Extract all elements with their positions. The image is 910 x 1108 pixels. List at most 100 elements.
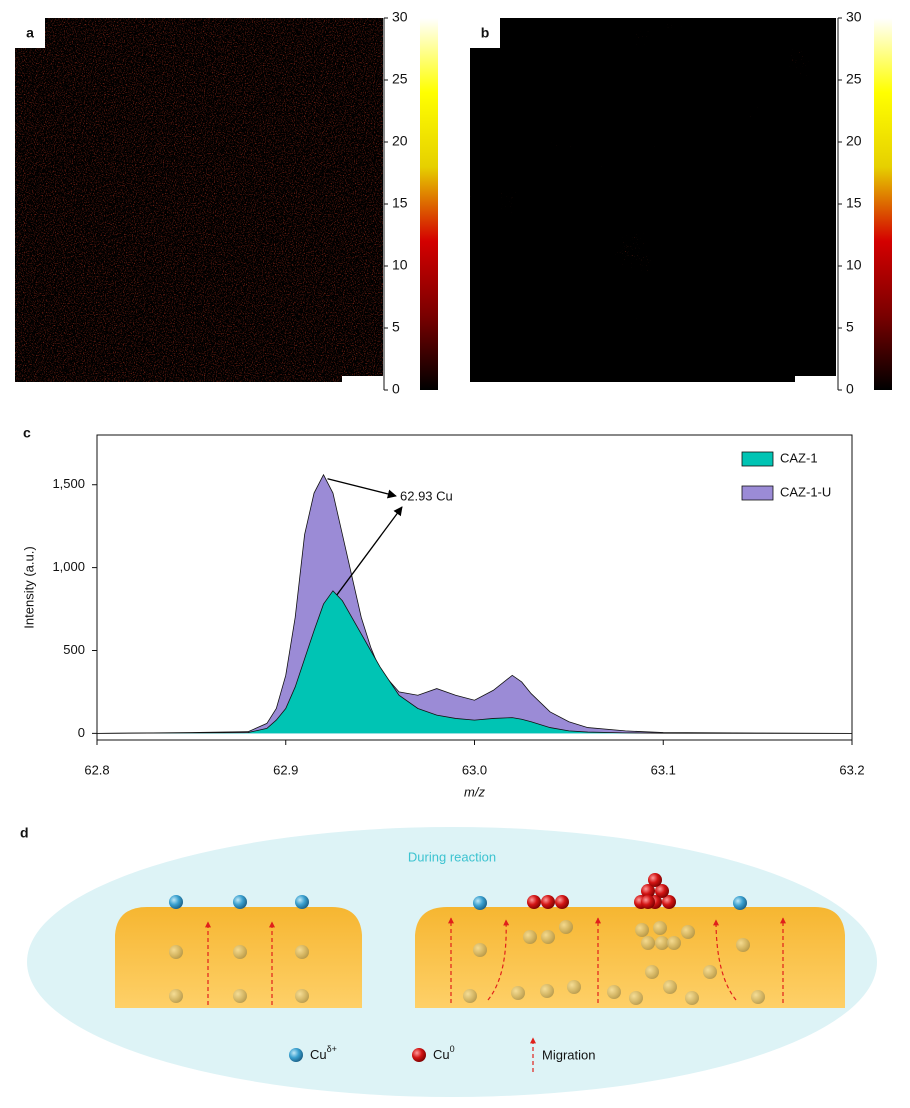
embedded-atom [629,991,643,1005]
colorbar-tick-label: 20 [392,133,408,149]
embedded-atom [635,923,649,937]
area-outline [96,473,853,734]
x-axis-label: m/z [464,784,485,799]
embedded-atom [169,989,183,1003]
colorbar [420,18,438,390]
cu-delta-atom [473,896,487,910]
y-axis-label: Intensity (a.u.) [21,546,36,628]
legend-sup: 0 [450,1044,455,1054]
colorbar-tick-label: 30 [392,9,408,25]
embedded-atom [641,936,655,950]
legend-text: Cu [310,1047,327,1062]
embedded-atom [685,991,699,1005]
colorbar-tick-label: 30 [846,9,862,25]
diagram: d During reaction Cuδ+ Cu0 Migration [20,825,877,1097]
colorbar [874,18,892,390]
embedded-atom [567,980,581,994]
embedded-atom [169,945,183,959]
y-tick-label: 0 [78,725,85,740]
legend-label: Cuδ+ [310,1044,337,1062]
x-tick-label: 63.2 [839,762,864,777]
cu-zero-atom [641,895,655,909]
embedded-atom [703,965,717,979]
colorbar-tick-label: 5 [392,319,400,335]
legend-label: CAZ-1 [780,450,818,465]
cu-delta-atom [295,895,309,909]
cu-zero-atom [555,895,569,909]
cu-delta-atom [733,896,747,910]
area-outline [96,590,852,734]
x-tick-label: 62.9 [273,762,298,777]
embedded-atom [667,936,681,950]
colorbar-tick-label: 25 [392,71,408,87]
embedded-atom [607,985,621,999]
colorbar-tick-label: 10 [846,257,862,273]
y-tick-label: 500 [63,642,85,657]
embedded-atom [540,984,554,998]
colorbar-tick-label: 0 [392,381,400,397]
embedded-atom [559,920,573,934]
panel-label: b [481,25,490,41]
legend-sup: δ+ [327,1044,337,1054]
embedded-atom [736,938,750,952]
legend-label: CAZ-1-U [780,484,831,499]
migration-arrow [713,919,737,1001]
y-tick-label: 1,500 [52,476,85,491]
legend-swatch [741,451,774,467]
x-tick-label: 62.8 [84,762,109,777]
catalyst-slab [415,907,845,1008]
area-fill [97,474,852,734]
embedded-atom [751,990,765,1004]
annotation-arrow [327,478,397,499]
embedded-atom [295,945,309,959]
panel-label-box [15,18,45,48]
diagram-title: During reaction [408,849,496,864]
colorbar-tick-label: 0 [846,381,854,397]
panel-label-box [470,18,500,48]
panel-label: a [26,25,34,41]
colorbar-tick-label: 20 [846,133,862,149]
annotation-arrow [336,506,403,596]
embedded-atom [541,930,555,944]
colorbar-tick-label: 5 [846,319,854,335]
panel-label: c [23,425,31,441]
embedded-atom [681,925,695,939]
cu-zero-atom [541,895,555,909]
scale-bar [342,376,383,382]
plot-frame [96,434,853,741]
migration-arrow [487,919,510,1001]
cu-delta-atom [233,895,247,909]
embedded-atom [463,989,477,1003]
legend-cu-zero [412,1048,426,1062]
cu-zero-atom [641,884,655,898]
cu-delta-atom [169,895,183,909]
embedded-atom [653,921,667,935]
embedded-atom [511,986,525,1000]
cu-zero-atom [527,895,541,909]
y-tick-label: 1,000 [52,559,85,574]
cu-zero-atom [648,873,662,887]
colorbar-tick-label: 25 [846,71,862,87]
panel-label: d [20,825,29,841]
embedded-atom [655,936,669,950]
x-tick-label: 63.0 [462,762,487,777]
embedded-atom [663,980,677,994]
embedded-atom [523,930,537,944]
colorbar-tick-label: 15 [392,195,408,211]
embedded-atom [295,989,309,1003]
embedded-atom [233,945,247,959]
embedded-atom [233,989,247,1003]
scale-bar [795,376,836,382]
legend-label: Cu0 [433,1044,455,1062]
annotation: 62.93 Cu [400,488,453,503]
colorbar-tick-label: 15 [846,195,862,211]
legend-text: Cu [433,1047,450,1062]
heatmap-image [470,18,836,382]
embedded-atom [645,965,659,979]
embedded-atom [473,943,487,957]
legend-cu-delta [289,1048,303,1062]
legend-label: Migration [542,1047,595,1062]
cu-zero-atom [655,884,669,898]
legend-swatch [741,485,774,501]
